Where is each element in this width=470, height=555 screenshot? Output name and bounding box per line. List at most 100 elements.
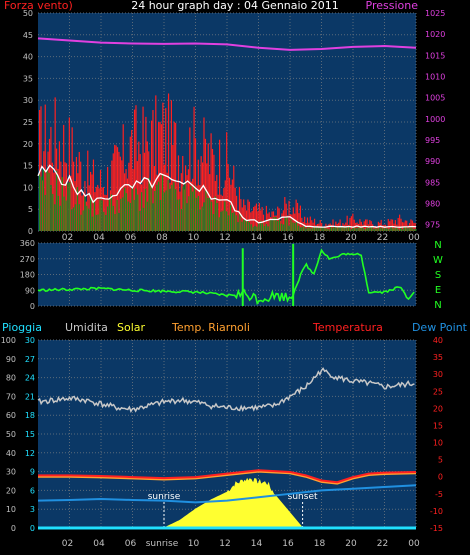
weather-x-tick: 20 (345, 539, 357, 549)
rain-y-tick: 15 (25, 430, 35, 439)
pressure-y-tick: 990 (425, 157, 440, 166)
wind-x-tick: 08 (156, 233, 168, 243)
rain-y-tick: 9 (30, 468, 35, 477)
humidity-line (37, 367, 415, 413)
legend-dew-point: Dew Point (412, 321, 468, 334)
sunset-label: sunset (288, 492, 318, 502)
humidity-y-tick: 60 (6, 411, 16, 420)
wind-x-tick: 14 (251, 233, 263, 243)
temperature-y-tick: 35 (433, 353, 443, 362)
wind-y-tick: 40 (23, 53, 33, 62)
temperature-line (38, 469, 417, 484)
direction-y-tick: 360 (20, 239, 35, 248)
weather-x-tick: 12 (219, 539, 230, 549)
pressure-y-tick: 995 (425, 136, 440, 145)
pressure-y-tick: 1020 (425, 30, 445, 39)
humidity-y-tick: 20 (6, 486, 16, 495)
wind-y-tick: 50 (23, 9, 33, 18)
direction-grid (38, 242, 417, 307)
weather-x-tick: 04 (93, 539, 105, 549)
direction-y-tick: 0 (30, 302, 35, 311)
sunrise-label: sunrise (148, 492, 181, 502)
legend-umidita: Umidita (65, 321, 108, 334)
pressure-y-tick: 1000 (425, 115, 445, 124)
temp-riarnoli-line (38, 470, 417, 485)
compass-label: S (435, 270, 441, 281)
wind-x-tick: 12 (219, 233, 230, 243)
compass-label: W (433, 255, 443, 266)
wind-x-tick: 00 (408, 233, 420, 243)
direction-marks (37, 243, 415, 306)
humidity-y-tick: 100 (1, 336, 16, 345)
temperature-y-tick: -10 (430, 507, 443, 516)
temperature-y-tick: 25 (433, 387, 443, 396)
rain-y-tick: 6 (30, 486, 35, 495)
humidity-y-tick: 50 (6, 430, 16, 439)
rain-y-tick: 0 (30, 524, 35, 533)
direction-y-tick: 270 (20, 255, 35, 264)
legend-pioggia: Pioggia (2, 321, 42, 334)
humidity-y-tick: 10 (6, 505, 16, 514)
humidity-y-tick: 70 (6, 392, 16, 401)
temperature-y-tick: 40 (433, 336, 443, 345)
weather-grid (38, 339, 417, 529)
weather-axis-ticks: 0102030405060708090100036912151821242730… (1, 336, 443, 549)
pressure-y-tick: 985 (425, 178, 440, 187)
temperature-y-tick: 30 (433, 370, 443, 379)
humidity-y-tick: 80 (6, 374, 16, 383)
pressure-y-tick: 1005 (425, 94, 445, 103)
wind-x-tick: 10 (188, 233, 200, 243)
weather-x-tick: 18 (314, 539, 326, 549)
rain-y-tick: 21 (25, 392, 35, 401)
rain-y-tick: 30 (25, 336, 35, 345)
legend-solar: Solar (117, 321, 146, 334)
direction-y-tick: 180 (20, 271, 35, 280)
compass-label: E (435, 285, 441, 296)
pressure-line (37, 37, 417, 51)
weather-legend: Pioggia Umidita Solar Temp. Riarnoli Tem… (2, 321, 468, 334)
rain-y-tick: 3 (30, 505, 35, 514)
rain-y-tick: 24 (25, 374, 35, 383)
temperature-y-tick: -5 (435, 490, 443, 499)
weather-x-tick: 02 (62, 539, 73, 549)
weather-x-tick: 16 (282, 539, 294, 549)
pressure-y-tick: 980 (425, 199, 440, 208)
wind-x-tick: 16 (282, 233, 294, 243)
wind-y-tick: 5 (28, 205, 33, 214)
wind-y-tick: 0 (28, 227, 33, 236)
wind-y-tick: 15 (23, 162, 33, 171)
temperature-y-tick: 10 (433, 439, 443, 448)
weather-x-tick: 06 (125, 539, 137, 549)
temperature-y-tick: 5 (438, 456, 443, 465)
weather-x-tick: 00 (408, 539, 420, 549)
wind-y-tick: 25 (23, 118, 33, 127)
wind-average-line (37, 164, 417, 228)
wind-x-tick: 02 (62, 233, 73, 243)
wind-y-tick: 30 (23, 96, 33, 105)
wind-y-tick: 10 (23, 183, 33, 192)
temperature-y-tick: 0 (438, 473, 443, 482)
legend-temp-riarnoli: Temp. Riarnoli (171, 321, 250, 334)
rain-y-tick: 18 (25, 411, 35, 420)
humidity-y-tick: 0 (11, 524, 16, 533)
pressure-y-tick: 975 (425, 221, 440, 230)
temperature-y-tick: 20 (433, 404, 443, 413)
pressure-axis-label: Pressione (366, 0, 419, 12)
compass-label: N (434, 300, 441, 311)
wind-y-tick: 45 (23, 31, 33, 40)
temperature-y-tick: -15 (430, 524, 443, 533)
solar-area (163, 477, 304, 529)
humidity-y-tick: 30 (6, 468, 16, 477)
wind-x-tick: 06 (125, 233, 137, 243)
wind-x-tick: 18 (314, 233, 326, 243)
direction-line (37, 248, 415, 306)
rain-y-tick: 27 (25, 355, 35, 364)
wind-y-tick: 35 (23, 74, 33, 83)
weather-x-tick: 10 (188, 539, 200, 549)
weather-x-tick: 14 (251, 539, 263, 549)
weather-x-tick: sunrise (146, 539, 179, 549)
wind-x-tick: 04 (93, 233, 105, 243)
pressure-y-tick: 1015 (425, 51, 445, 60)
